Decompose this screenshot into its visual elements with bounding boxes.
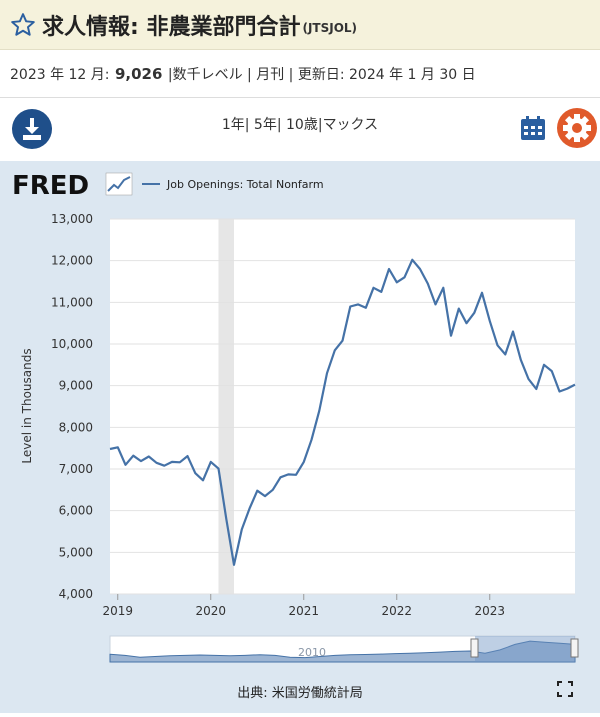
fullscreen-icon[interactable] (557, 681, 573, 697)
page-title: 求人情報: 非農業部門合計 (42, 14, 301, 40)
y-axis-ticks: 4,000 5,000 6,000 7,000 8,000 9,000 10,000 11,0… (51, 212, 93, 601)
legend-label: Job Openings: Total Nonfarm (166, 178, 324, 191)
navigator-right-handle[interactable] (570, 638, 579, 658)
chart-toolbar: 1年| 5年| 10歳|マックス (0, 98, 600, 161)
observation-value: 9,026 (114, 64, 163, 83)
fred-logo-text: FRED (12, 171, 89, 201)
calendar-icon[interactable] (520, 115, 546, 141)
y-tick-label: 7,000 (59, 462, 93, 476)
y-tick-label: 11,000 (51, 295, 93, 309)
job-openings-chart: FRED Job Openings: Total Nonfarm 4,000 5,… (12, 171, 579, 663)
range-max[interactable]: マックス (322, 117, 379, 133)
y-tick-label: 6,000 (59, 504, 93, 518)
range-5y[interactable]: 5年 (253, 117, 277, 133)
navigator-left-handle[interactable] (470, 638, 479, 658)
y-tick-label: 4,000 (59, 587, 93, 601)
series-line-job-openings[interactable] (109, 258, 576, 566)
plot-background (110, 219, 575, 594)
gridlines (110, 218, 575, 595)
x-tick-label: 2023 (474, 604, 505, 618)
x-tick-label: 2021 (288, 604, 319, 618)
y-tick-label: 12,000 (51, 254, 93, 268)
y-tick-label: 9,000 (59, 379, 93, 393)
y-tick-label: 10,000 (51, 337, 93, 351)
settings-button[interactable] (557, 108, 597, 148)
title-bar: 求人情報: 非農業部門合計 (JTSJOL) (0, 0, 600, 50)
series-info: 2023 年 12 月: 9,026 |数千レベル | 月刊 | 更新日: 20… (0, 50, 600, 98)
y-tick-label: 8,000 (59, 420, 93, 434)
fred-logo: FRED (12, 171, 133, 201)
download-button[interactable] (12, 109, 52, 149)
series-id: (JTSJOL) (302, 20, 358, 35)
star-icon[interactable] (10, 12, 36, 38)
x-axis-ticks: 2019 2020 2021 2022 2023 (102, 594, 505, 618)
x-tick-label: 2020 (195, 604, 226, 618)
navigator-selection[interactable] (475, 636, 575, 662)
fred-logo-graph-icon (105, 172, 133, 196)
updated-date: 2024 年 1 月 30 日 (349, 66, 476, 83)
recession-shading (218, 219, 234, 594)
chart-area: FRED Job Openings: Total Nonfarm 4,000 5,… (0, 161, 600, 713)
y-axis-label: Level in Thousands (20, 348, 34, 463)
x-tick-label: 2022 (381, 604, 412, 618)
series-meta: |数千レベル | 月刊 | 更新日: (167, 66, 345, 83)
range-navigator[interactable]: 2010 (109, 635, 579, 663)
range-selector: 1年| 5年| 10歳|マックス (221, 117, 379, 133)
observation-period: 2023 年 12 月: (10, 66, 110, 83)
navigator-year-label: 2010 (298, 646, 326, 659)
source-attribution: 出典: 米国労働統計局 (237, 686, 363, 701)
download-icon (23, 118, 41, 140)
y-tick-label: 5,000 (59, 545, 93, 559)
navigator-series (109, 640, 576, 663)
range-1y[interactable]: 1年 (221, 117, 245, 133)
x-tick-label: 2019 (102, 604, 133, 618)
gear-icon (563, 114, 591, 142)
y-tick-label: 13,000 (51, 212, 93, 226)
range-10y[interactable]: 10歳 (286, 117, 318, 133)
